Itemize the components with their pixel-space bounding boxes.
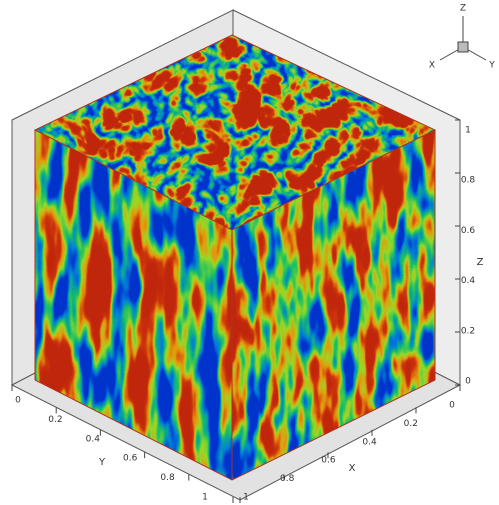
visualization: Y X Z Z X Y 0 0.2 0.4 0.6 0.8 1 0 0.2 0.4 0.6 0.8 1… [0, 0, 499, 505]
x-tick-label: 0.4 [362, 437, 377, 447]
z-tick-label: 1 [465, 126, 471, 136]
x-axis-label: X [349, 463, 356, 474]
x-tick-label: 1 [243, 493, 249, 503]
z-tick-label: 0 [465, 377, 471, 387]
x-tick-label: 0.2 [404, 419, 418, 429]
z-tick-label: 0.2 [461, 326, 475, 336]
y-tick-label: 0.2 [48, 415, 62, 425]
orientation-triad [440, 16, 486, 60]
y-tick-label: 0.6 [123, 454, 138, 464]
y-tick-label: 0.8 [160, 473, 175, 483]
z-tick-label: 0.6 [461, 226, 476, 236]
y-axis-label: Y [98, 457, 106, 468]
y-tick-label: 0.4 [86, 434, 101, 444]
triad-y-label: Y [488, 61, 495, 71]
z-axis-label: Z [477, 257, 484, 268]
z-tick-label: 0.4 [461, 276, 476, 286]
triad-z-label: Z [460, 4, 466, 14]
x-tick-label: 0 [449, 401, 455, 411]
triad-x-label: X [429, 61, 435, 71]
z-tick-label: 0.8 [461, 176, 476, 186]
y-tick-label: 0 [15, 396, 21, 406]
x-tick-label: 0.6 [321, 456, 336, 466]
x-tick-label: 0.8 [280, 474, 295, 484]
y-tick-label: 1 [202, 493, 208, 503]
